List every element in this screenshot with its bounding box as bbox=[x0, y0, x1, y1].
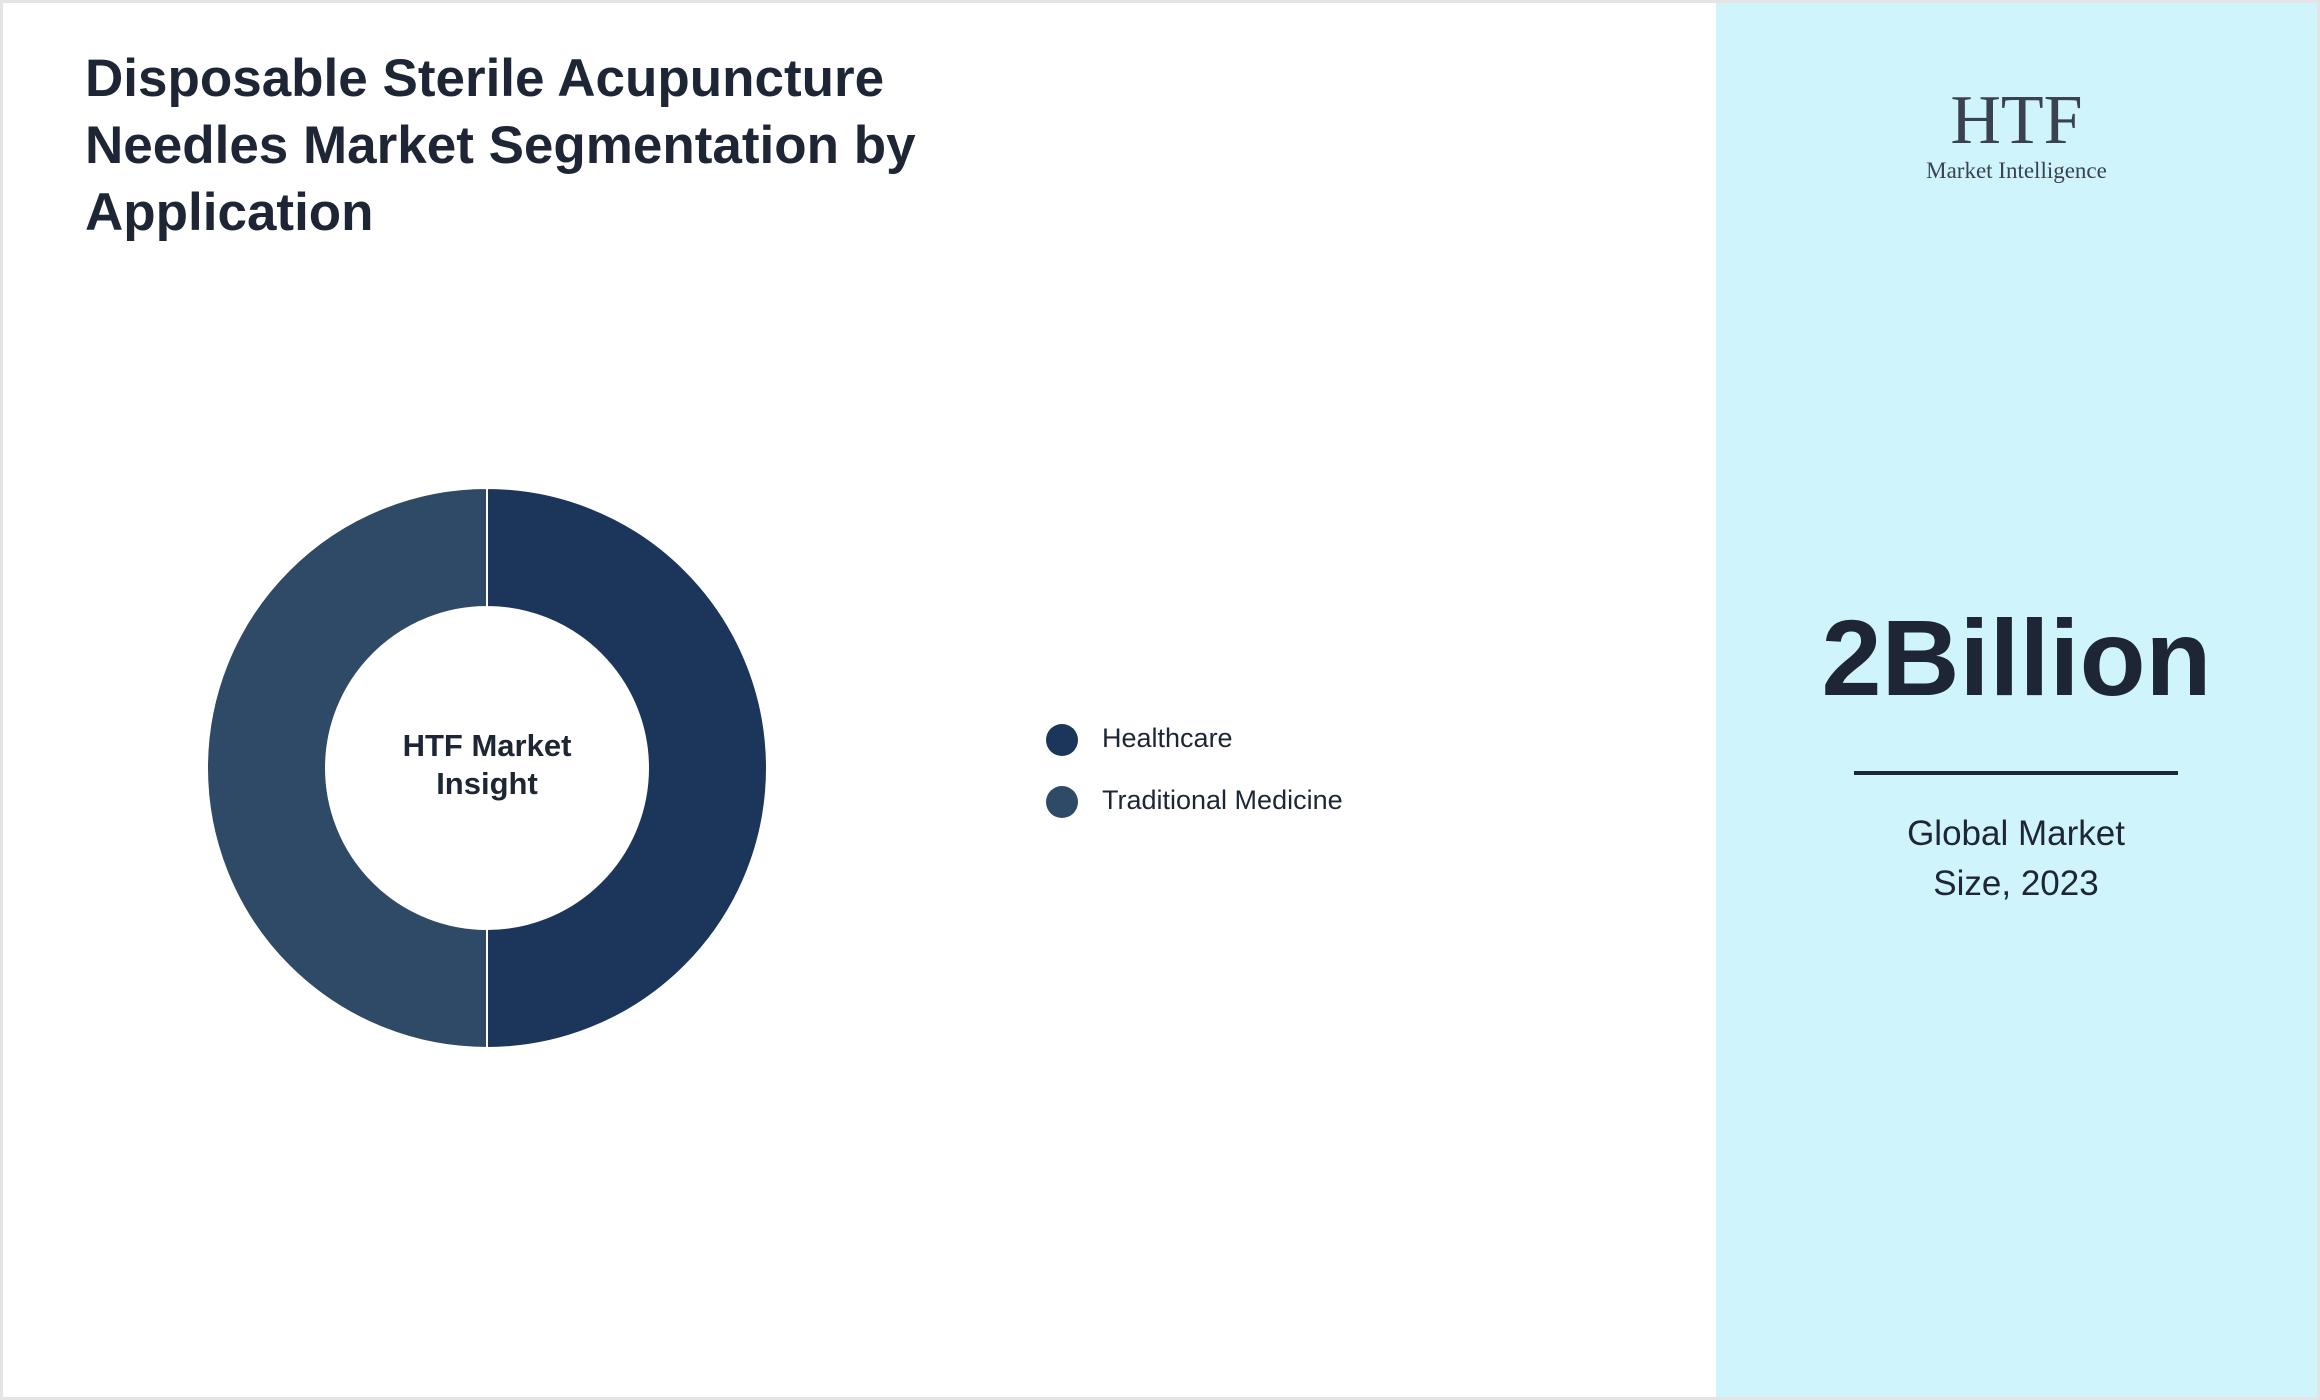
logo-name: HTF bbox=[1950, 82, 2083, 159]
legend-marker bbox=[1046, 724, 1078, 756]
legend-label: Healthcare bbox=[1102, 723, 1233, 753]
legend-label: Traditional Medicine bbox=[1102, 785, 1343, 815]
legend-marker bbox=[1046, 786, 1078, 818]
market-size: 2Billion bbox=[1821, 597, 2212, 718]
donut-segment bbox=[486, 486, 768, 1050]
center-label: HTF Market Insight bbox=[402, 728, 572, 801]
caption: Global Market Size, 2023 bbox=[1907, 814, 2125, 903]
chart-title: Disposable Sterile Acupuncture Needles M… bbox=[85, 49, 916, 242]
chart: Healthcare Traditional Medicine bbox=[206, 486, 1343, 1050]
side-panel: HTF Market Intelligence 2Billion Global … bbox=[1716, 3, 2317, 1397]
divider bbox=[1854, 771, 2178, 775]
donut-segment bbox=[206, 486, 488, 1050]
logo-tagline: Market Intelligence bbox=[1926, 158, 2107, 183]
